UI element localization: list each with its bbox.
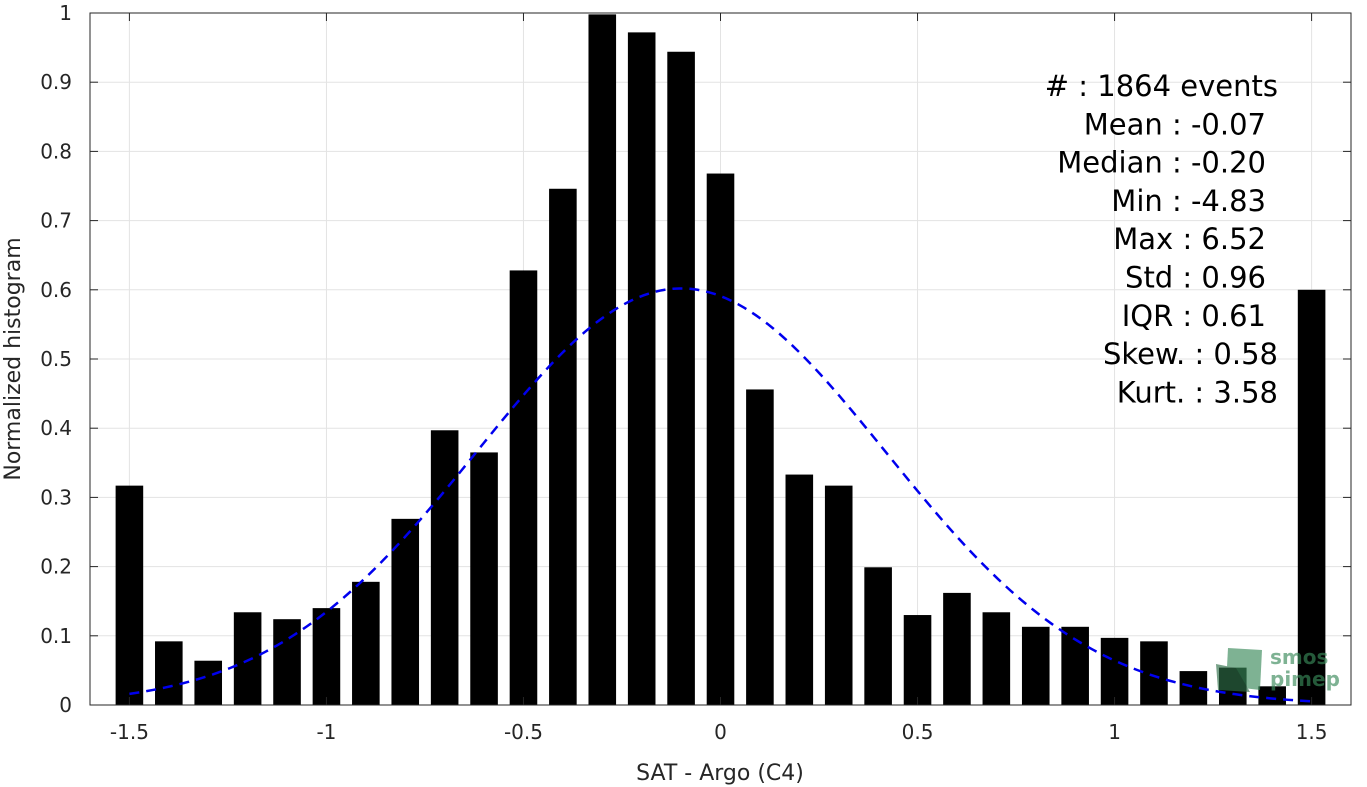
bar-30: [1297, 289, 1326, 705]
x-tick-label-2: -0.5: [504, 720, 543, 744]
bar-23: [1021, 626, 1050, 705]
bar-12: [588, 14, 617, 706]
bar-26: [1140, 641, 1168, 705]
bar-25: [1100, 637, 1129, 705]
smos-pimep-logo: smos pimep: [1216, 645, 1340, 692]
bar-0: [115, 485, 144, 705]
bars: [115, 14, 1326, 706]
bar-20: [903, 615, 932, 705]
bar-22: [982, 612, 1011, 705]
bar-8: [430, 430, 459, 705]
stat-median: Median : -0.20: [1057, 146, 1266, 180]
logo-mark-shade: [1216, 664, 1250, 692]
stat-max: Max : 6.52: [1113, 222, 1266, 256]
y-tick-label-9: 0.9: [40, 70, 72, 94]
y-tick-label-2: 0.2: [40, 555, 72, 579]
y-tick-label-8: 0.8: [40, 139, 72, 163]
y-tick-label-0: 0: [59, 693, 72, 717]
x-tick-label-6: 1.5: [1296, 720, 1328, 744]
bar-9: [470, 452, 498, 705]
bar-6: [352, 581, 380, 705]
y-tick-label-7: 0.7: [40, 209, 72, 233]
bar-7: [391, 518, 420, 705]
stat-skew: Skew. : 0.58: [1103, 337, 1278, 371]
bar-18: [824, 485, 853, 705]
x-tick-label-5: 1: [1108, 720, 1121, 744]
bar-3: [233, 612, 262, 705]
x-tick-label-3: 0: [714, 720, 727, 744]
bar-2: [194, 660, 223, 705]
stat-min: Min : -4.83: [1111, 184, 1266, 218]
x-axis-label: SAT - Argo (C4): [636, 761, 804, 786]
stat-count: # : 1864 events: [1045, 69, 1278, 103]
y-tick-label-4: 0.4: [40, 416, 72, 440]
x-tick-label-0: -1.5: [110, 720, 149, 744]
logo-line2: pimep: [1270, 667, 1340, 691]
bar-11: [549, 188, 577, 705]
bar-19: [864, 567, 892, 705]
y-ticks: 0 0.1 0.2 0.3 0.4 0.5 0.6 0.7 0.8 0.9 1: [40, 1, 1351, 717]
bar-21: [943, 592, 971, 705]
bar-5: [312, 608, 341, 705]
bar-1: [155, 641, 183, 705]
bar-16: [746, 389, 774, 705]
bar-4: [273, 619, 301, 705]
logo-line1: smos: [1270, 645, 1328, 669]
bar-14: [667, 51, 695, 705]
x-ticks: -1.5 -1 -0.5 0 0.5 1 1.5: [110, 13, 1328, 744]
y-axis-label: Normalized histogram: [1, 237, 26, 480]
y-tick-label-5: 0.5: [40, 347, 72, 371]
stat-kurt: Kurt. : 3.58: [1117, 375, 1278, 409]
y-tick-label-6: 0.6: [40, 278, 72, 302]
stat-mean: Mean : -0.07: [1084, 107, 1266, 141]
y-tick-label-3: 0.3: [40, 485, 72, 509]
stat-iqr: IQR : 0.61: [1122, 299, 1266, 333]
x-tick-label-1: -1: [316, 720, 336, 744]
stats-box: # : 1864 events Mean : -0.07 Median : -0.2…: [1045, 69, 1278, 409]
bar-15: [706, 173, 735, 705]
bar-29: [1258, 686, 1286, 705]
x-tick-label-4: 0.5: [902, 720, 934, 744]
y-tick-label-1: 0.1: [40, 624, 72, 648]
bar-17: [785, 474, 814, 705]
bar-10: [509, 270, 538, 705]
bar-13: [627, 32, 656, 706]
y-tick-label-10: 1: [59, 1, 72, 25]
stat-std: Std : 0.96: [1125, 261, 1266, 295]
